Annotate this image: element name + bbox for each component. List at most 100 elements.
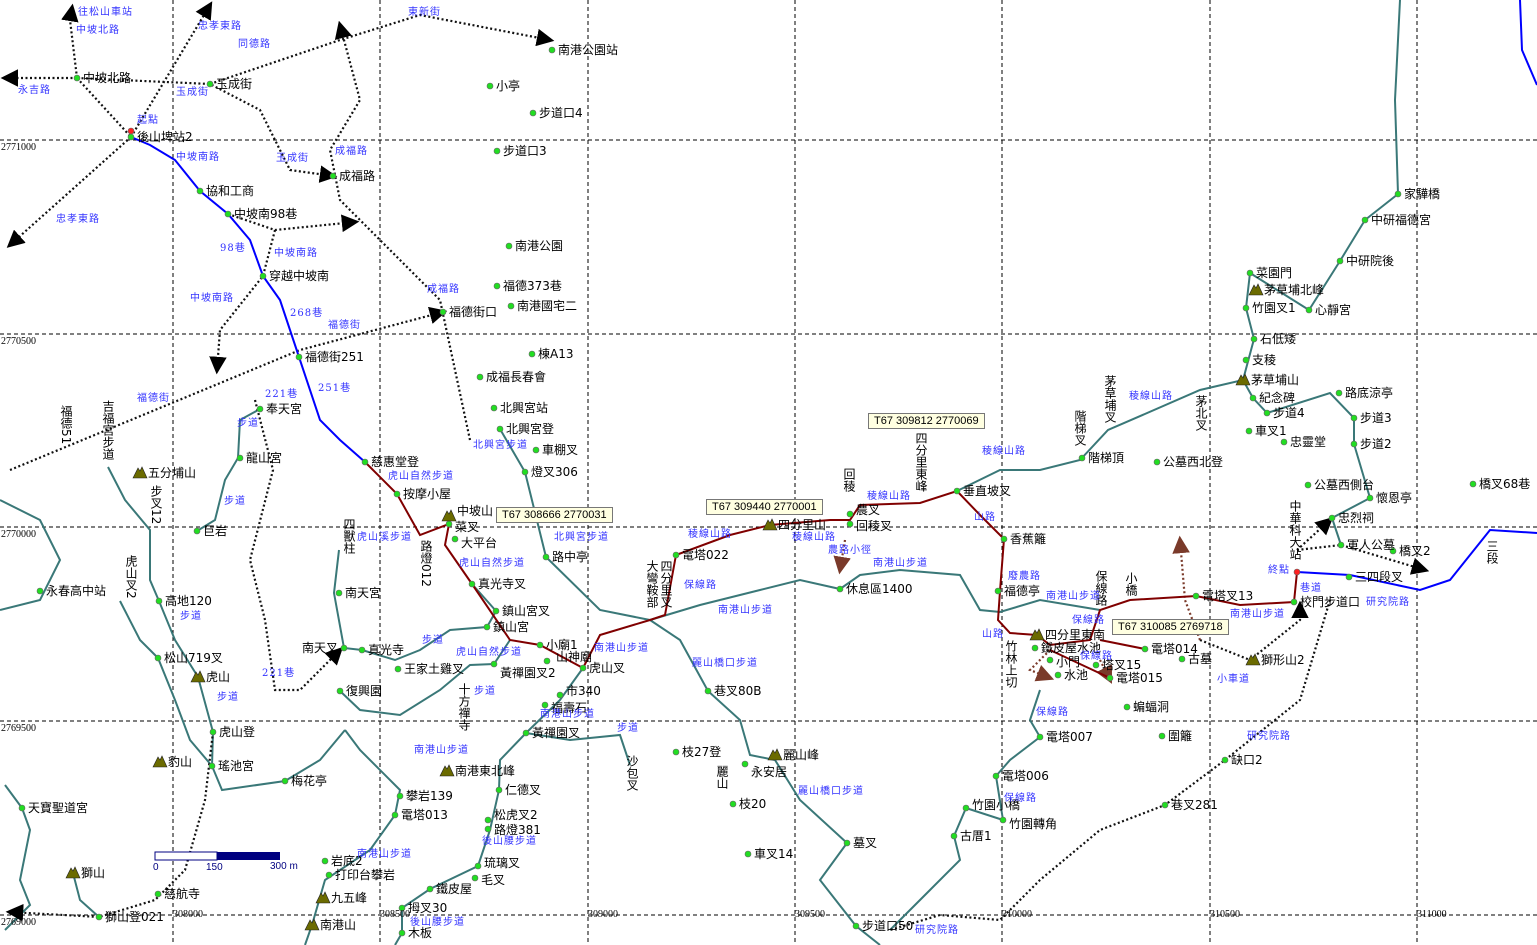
waypoint-label[interactable]: 慈惠堂登 <box>371 455 420 469</box>
waypoint-label[interactable]: 虎山登 <box>219 725 256 739</box>
waypoint-label[interactable]: 木板 <box>408 926 433 940</box>
waypoint-label[interactable]: 步道2 <box>1360 437 1392 451</box>
peak-label[interactable]: 四分里山 <box>778 518 827 532</box>
waypoint-label[interactable]: 橋叉68巷 <box>1479 477 1531 491</box>
vertical-waypoint-label[interactable]: 路燈012 <box>419 540 433 587</box>
vertical-waypoint-label[interactable]: 竹林上切 <box>1004 640 1018 688</box>
vertical-waypoint-label[interactable]: 沙包叉 <box>625 755 639 791</box>
vertical-waypoint-label[interactable]: 茅草埔叉 <box>1103 375 1117 423</box>
waypoint-label[interactable]: 步道口50 <box>862 919 914 933</box>
waypoint-label[interactable]: 中研院後 <box>1346 254 1395 268</box>
waypoint-label[interactable]: 缺口2 <box>1231 753 1263 767</box>
waypoint-label[interactable]: 真光寺 <box>368 643 405 657</box>
vertical-waypoint-label[interactable]: 麗山 <box>715 765 729 789</box>
waypoint-label[interactable]: 市340 <box>566 684 601 698</box>
vertical-waypoint-label[interactable]: 四分里東峰 <box>914 432 928 492</box>
waypoint-label[interactable]: 後山埤站2 <box>137 130 193 144</box>
vertical-waypoint-label[interactable]: 福德51 <box>59 405 73 445</box>
waypoint-label[interactable]: 回稜叉 <box>856 519 893 533</box>
vertical-waypoint-label[interactable]: 十方禪寺 <box>457 683 471 731</box>
waypoint-label[interactable]: 南港公園 <box>515 239 564 253</box>
vertical-waypoint-label[interactable]: 保線路 <box>1094 570 1108 606</box>
waypoint-label[interactable]: 石低矮 <box>1260 332 1297 346</box>
waypoint-label[interactable]: 協和工商 <box>206 184 255 198</box>
waypoint-label[interactable]: 真光寺叉 <box>478 577 527 591</box>
vertical-waypoint-label[interactable]: 步叉12 <box>149 485 163 525</box>
waypoint-label[interactable]: 階梯頂 <box>1088 451 1125 465</box>
peak-label[interactable]: 虎山 <box>206 670 231 684</box>
waypoint-label[interactable]: 農叉 <box>856 503 881 517</box>
waypoint-label[interactable]: 黃禪園叉2 <box>500 666 556 680</box>
vertical-waypoint-label[interactable]: 中華科大站 <box>1288 500 1302 560</box>
waypoint-label[interactable]: 竹園小橋 <box>972 798 1021 812</box>
waypoint-label[interactable]: 復興園 <box>346 684 383 698</box>
waypoint-label[interactable]: 忠靈堂 <box>1290 435 1327 449</box>
waypoint-label[interactable]: 菜園門 <box>1256 266 1293 280</box>
waypoint-label[interactable]: 永春高中站 <box>46 584 107 598</box>
waypoint-label[interactable]: 鎮山宮叉 <box>502 604 551 618</box>
waypoint-label[interactable]: 休息區1400 <box>846 582 913 596</box>
waypoint-label[interactable]: 車叉1 <box>1255 424 1287 438</box>
waypoint-label[interactable]: 公墓西北登 <box>1163 455 1224 469</box>
waypoint-label[interactable]: 枝27登 <box>682 745 722 759</box>
vertical-waypoint-label[interactable]: 大彎鞍部 <box>645 560 659 608</box>
waypoint-label[interactable]: 北興宮站 <box>500 401 549 415</box>
waypoint-label[interactable]: 南天叉 <box>302 641 339 655</box>
waypoint-label[interactable]: 電塔006 <box>1002 769 1049 783</box>
peak-label[interactable]: 中坡山 <box>457 504 494 518</box>
vertical-waypoint-label[interactable]: 階梯叉 <box>1073 410 1087 446</box>
waypoint-label[interactable]: 瑤池宮 <box>218 759 255 773</box>
waypoint-label[interactable]: 古厝1 <box>960 829 992 843</box>
vertical-waypoint-label[interactable]: 四獸柱 <box>342 518 356 554</box>
waypoint-label[interactable]: 慈航寺 <box>164 887 201 901</box>
waypoint-label[interactable]: 忠烈祠 <box>1338 511 1375 525</box>
waypoint-label[interactable]: 垂直坡叉 <box>963 484 1012 498</box>
peak-label[interactable]: 九五峰 <box>331 891 368 905</box>
waypoint-label[interactable]: 玉成街 <box>216 77 253 91</box>
waypoint-label[interactable]: 墓叉 <box>853 836 878 850</box>
waypoint-label[interactable]: 車叉14 <box>754 847 794 861</box>
peak-label[interactable]: 茅草埔北峰 <box>1264 283 1325 297</box>
waypoint-label[interactable]: 岩底2 <box>331 854 363 868</box>
waypoint-label[interactable]: 支稜 <box>1252 353 1277 367</box>
waypoint-label[interactable]: 天寶聖道宮 <box>28 801 89 815</box>
waypoint-label[interactable]: 電塔007 <box>1046 730 1093 744</box>
waypoint-label[interactable]: 步道3 <box>1360 411 1392 425</box>
waypoint-label[interactable]: 奉天宮 <box>266 402 303 416</box>
waypoint-label[interactable]: 路中亭 <box>552 550 589 564</box>
waypoint-label[interactable]: 電塔叉13 <box>1202 589 1254 603</box>
waypoint-label[interactable]: 校門步道口 <box>1300 595 1361 609</box>
vertical-waypoint-label[interactable]: 回稜 <box>842 468 856 492</box>
waypoint-label[interactable]: 鐵皮屋水池 <box>1041 641 1102 655</box>
waypoint-label[interactable]: 虎山叉 <box>589 661 626 675</box>
waypoint-label[interactable]: 福壽石 <box>551 701 588 715</box>
waypoint-label[interactable]: 紀念碑 <box>1259 391 1296 405</box>
waypoint-label[interactable]: 琉璃叉 <box>484 856 521 870</box>
waypoint-label[interactable]: 永安居 <box>751 765 788 779</box>
waypoint-label[interactable]: 橋叉2 <box>1399 544 1431 558</box>
waypoint-label[interactable]: 車棚叉 <box>542 443 579 457</box>
vertical-waypoint-label[interactable]: 茅北叉 <box>1194 395 1208 431</box>
peak-label[interactable]: 麗山峰 <box>783 748 820 762</box>
waypoint-label[interactable]: 巷叉281 <box>1171 798 1218 812</box>
waypoint-label[interactable]: 拇叉30 <box>408 901 448 915</box>
waypoint-label[interactable]: 鐵皮屋 <box>436 882 473 896</box>
waypoint-label[interactable]: 蝙蝠洞 <box>1133 700 1170 714</box>
peak-label[interactable]: 五分埔山 <box>148 466 197 480</box>
waypoint-label[interactable]: 路燈381 <box>494 823 541 837</box>
waypoint-label[interactable]: 棟A13 <box>538 347 574 361</box>
waypoint-label[interactable]: 成福路 <box>339 169 376 183</box>
waypoint-label[interactable]: 福德373巷 <box>503 279 562 293</box>
waypoint-label[interactable]: 黃禪園叉 <box>532 726 581 740</box>
waypoint-label[interactable]: 枝20 <box>739 797 767 811</box>
waypoint-label[interactable]: 南港國宅二 <box>517 299 578 313</box>
waypoint-label[interactable]: 公墓西側台 <box>1314 478 1375 492</box>
vertical-waypoint-label[interactable]: 三段 <box>1485 540 1499 564</box>
waypoint-label[interactable]: 竹園叉1 <box>1252 301 1296 315</box>
waypoint-label[interactable]: 攀岩139 <box>406 789 453 803</box>
waypoint-label[interactable]: 松山719叉 <box>164 651 223 665</box>
waypoint-label[interactable]: 中坡南98巷 <box>234 207 298 221</box>
peak-label[interactable]: 南港東北峰 <box>455 764 516 778</box>
waypoint-label[interactable]: 竹園轉角 <box>1009 817 1058 831</box>
waypoint-label[interactable]: 穿越中坡南 <box>269 269 330 283</box>
